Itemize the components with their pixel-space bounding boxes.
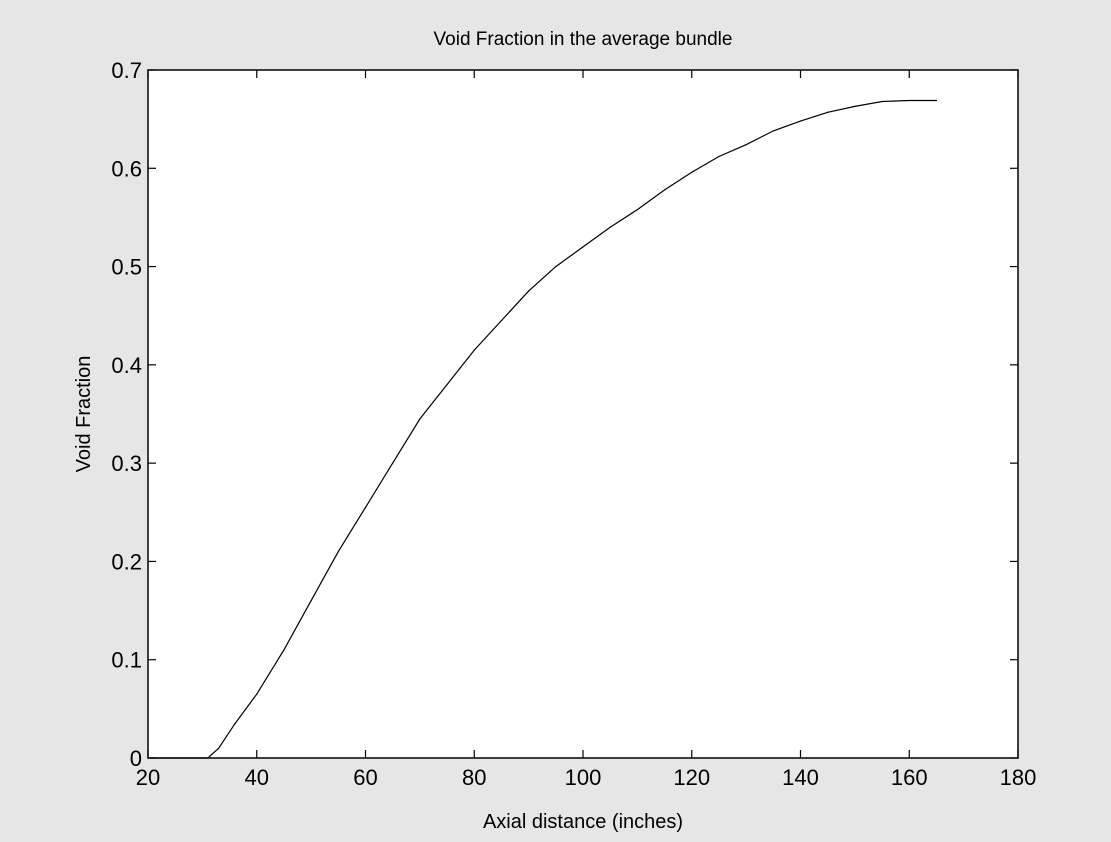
data-point <box>147 757 149 759</box>
x-tick-label: 20 <box>136 765 160 790</box>
data-point <box>256 693 258 695</box>
x-tick-label: 100 <box>565 765 602 790</box>
data-point <box>935 99 938 102</box>
y-axis-title: Void Fraction <box>73 356 95 473</box>
data-point <box>310 600 312 602</box>
data-point <box>718 155 720 158</box>
data-point <box>609 226 611 228</box>
data-point <box>799 120 802 122</box>
y-tick-label: 0.6 <box>111 156 142 181</box>
data-point <box>234 723 236 725</box>
data-point <box>772 130 774 132</box>
x-tick-label: 140 <box>782 765 819 790</box>
data-point <box>582 246 584 248</box>
axis-ticks: 20 40 60 80 100 120 140 160 180 0 0.1 0.2 0.3 0.4 0.5 0… <box>111 58 1036 790</box>
y-tick-label: 0.1 <box>111 648 142 673</box>
x-tick-label: 60 <box>353 765 377 790</box>
x-tick-label: 180 <box>1000 765 1037 790</box>
y-tick-label: 0 <box>130 746 142 771</box>
data-point <box>555 265 557 268</box>
chart-title: Void Fraction in the average bundle <box>434 29 733 50</box>
x-tick-label: 80 <box>462 765 486 790</box>
data-point <box>881 100 883 103</box>
y-tick-label: 0.5 <box>111 255 142 280</box>
data-point <box>283 649 285 651</box>
plot-area <box>147 69 1019 759</box>
data-point <box>691 171 693 173</box>
data-point <box>190 757 193 759</box>
data-point <box>419 418 421 420</box>
y-tick-label: 0.3 <box>111 451 142 476</box>
data-point <box>528 290 530 292</box>
x-axis-title: Axial distance (inches) <box>483 811 683 833</box>
data-point <box>663 189 666 191</box>
x-tick-label: 40 <box>245 765 269 790</box>
data-point <box>636 208 638 211</box>
data-point <box>500 320 503 322</box>
data-point <box>854 105 856 107</box>
data-point <box>364 506 367 508</box>
y-tick-label: 0.2 <box>111 549 142 574</box>
data-point <box>827 111 829 113</box>
y-tick-label: 0.4 <box>111 353 142 378</box>
x-tick-label: 160 <box>891 765 928 790</box>
data-point <box>473 349 475 351</box>
x-tick-label: 120 <box>673 765 710 790</box>
data-point <box>908 99 910 102</box>
data-point <box>337 551 339 553</box>
data-points <box>147 99 938 759</box>
data-point <box>392 462 394 464</box>
data-point <box>218 747 220 749</box>
data-point <box>745 144 747 146</box>
data-point <box>446 383 448 386</box>
data-point <box>207 757 209 759</box>
y-tick-label: 0.7 <box>111 58 142 83</box>
